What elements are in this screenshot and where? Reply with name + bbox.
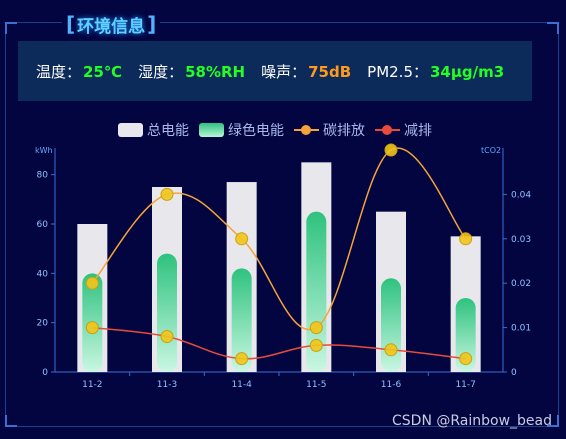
y-axis-right-unit: tCO2 (481, 146, 501, 155)
point-carbon-emission (160, 187, 174, 201)
y-right-tick-label: 0.02 (511, 279, 531, 289)
y-right-tick-label: 0.04 (511, 190, 531, 200)
panel-title: [ 环境信息 ] (62, 10, 161, 38)
legend-label: 绿色电能 (228, 123, 284, 139)
legend-item-green-energy[interactable]: 绿色电能 (199, 120, 284, 140)
frame-corner (547, 415, 559, 427)
y-left-tick-label: 80 (37, 171, 49, 181)
x-tick-label: 11-4 (231, 380, 252, 390)
y-left-tick-label: 60 (37, 220, 49, 230)
env-value: 75dB (308, 62, 352, 81)
frame-corner (5, 415, 17, 427)
legend-label: 总电能 (147, 123, 189, 139)
y-axis-left-unit: kWh (35, 146, 53, 155)
frame-corner (5, 22, 17, 34)
x-tick-label: 11-2 (82, 380, 102, 390)
point-carbon-emission (459, 232, 473, 246)
watermark: CSDN @Rainbow_bead (392, 413, 552, 429)
panel-frame (5, 22, 559, 427)
x-tick-label: 11-7 (455, 380, 475, 390)
point-carbon-emission (384, 143, 398, 157)
env-value: 25℃ (83, 62, 123, 81)
x-tick-label: 11-5 (306, 380, 326, 390)
y-right-tick-label: 0.03 (511, 235, 531, 245)
point-carbon-emission (309, 321, 323, 335)
legend-label: 碳排放 (323, 123, 365, 139)
legend-label: 减排 (404, 123, 432, 139)
x-tick-label: 11-6 (381, 380, 402, 390)
legend-item-reduction[interactable]: 减排 (375, 120, 432, 140)
point-emission-reduction (160, 329, 174, 343)
env-label: 温度： (36, 62, 82, 81)
bar-green-energy (306, 211, 327, 372)
point-carbon-emission (235, 232, 249, 246)
legend-swatch (294, 123, 319, 137)
point-emission-reduction (459, 352, 473, 366)
env-humidity: 湿度： 58%RH (138, 61, 245, 82)
x-tick-label: 11-3 (157, 380, 177, 390)
point-emission-reduction (85, 321, 99, 335)
y-left-tick-label: 40 (37, 269, 49, 279)
env-label: 湿度： (138, 62, 184, 81)
line-carbon-emission (91, 147, 467, 331)
env-label: PM2.5： (367, 62, 428, 81)
legend-swatch (199, 123, 224, 137)
title-bracket-left: [ (66, 12, 76, 36)
y-left-tick-label: 0 (42, 368, 48, 378)
title-bracket-right: ] (147, 12, 157, 36)
panel-title-text: 环境信息 (77, 16, 146, 37)
point-emission-reduction (309, 338, 323, 352)
environment-panel: 温度： 25℃ 湿度： 58%RH 噪声： 75dB PM2.5： 34μg/m… (18, 41, 532, 101)
bar-green-energy (157, 253, 177, 372)
legend-swatch (118, 123, 143, 137)
frame-corner (547, 22, 559, 34)
env-temperature: 温度： 25℃ (36, 61, 122, 82)
point-emission-reduction (384, 343, 398, 357)
line-emission-reduction (92, 326, 466, 360)
env-label: 噪声： (261, 62, 307, 81)
bar-green-energy (231, 268, 252, 372)
env-noise: 噪声： 75dB (261, 61, 351, 82)
legend-item-carbon[interactable]: 碳排放 (294, 120, 365, 140)
legend-swatch (375, 123, 400, 137)
point-emission-reduction (235, 352, 249, 366)
point-carbon-emission (85, 276, 99, 290)
env-value: 34μg/m3 (430, 62, 505, 81)
chart-legend: 总电能 绿色电能 碳排放 减排 (118, 121, 442, 139)
y-right-tick-label: 0.01 (511, 324, 531, 334)
env-pm25: PM2.5： 34μg/m3 (367, 61, 504, 82)
y-left-tick-label: 20 (37, 319, 49, 329)
legend-item-total-energy[interactable]: 总电能 (118, 120, 189, 140)
bar-green-energy (455, 298, 476, 372)
bar-green-energy (381, 278, 401, 372)
y-right-tick-label: 0 (511, 368, 517, 378)
env-value: 58%RH (185, 62, 246, 81)
